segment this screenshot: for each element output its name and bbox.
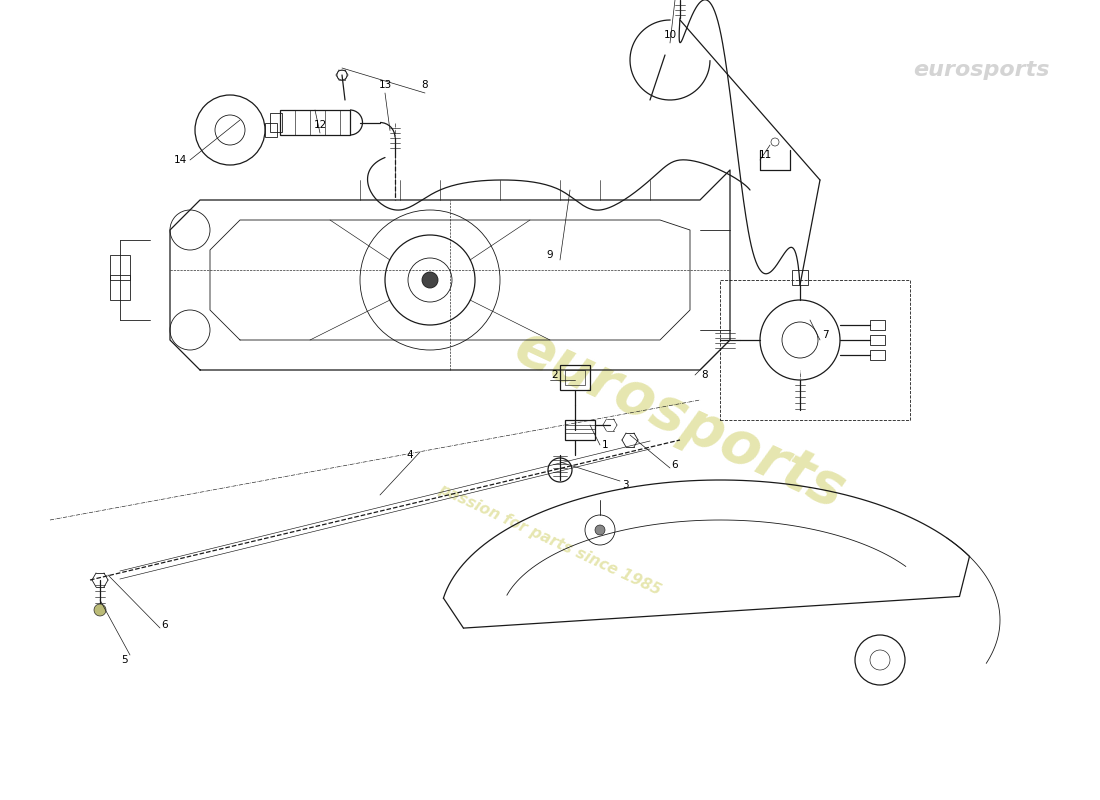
Text: 5: 5 [122, 655, 129, 665]
Text: 3: 3 [621, 480, 628, 490]
Bar [280, 110, 350, 135]
Text: 13: 13 [378, 80, 392, 90]
Circle shape [94, 604, 106, 616]
Bar [265, 123, 277, 137]
Bar [560, 365, 590, 390]
Bar [565, 370, 585, 385]
Circle shape [422, 272, 438, 288]
Bar [110, 255, 130, 280]
Text: 2: 2 [552, 370, 559, 380]
Text: 8: 8 [421, 80, 428, 90]
Text: 4: 4 [407, 450, 414, 460]
Bar [270, 113, 282, 132]
Text: 7: 7 [822, 330, 828, 340]
Bar [792, 270, 808, 285]
Text: 10: 10 [663, 30, 676, 40]
Bar [565, 420, 595, 440]
Text: 1: 1 [602, 440, 608, 450]
Text: 6: 6 [672, 460, 679, 470]
Text: 6: 6 [162, 620, 168, 630]
Bar [110, 275, 130, 300]
Text: 11: 11 [758, 150, 771, 160]
Text: passion for parts since 1985: passion for parts since 1985 [437, 482, 663, 598]
Text: 8: 8 [702, 370, 708, 380]
Text: 14: 14 [174, 155, 187, 165]
Text: eurosports: eurosports [506, 318, 855, 522]
Text: 12: 12 [314, 120, 327, 130]
Bar [870, 350, 886, 360]
Bar [870, 320, 886, 330]
Text: 9: 9 [547, 250, 553, 260]
Text: eurosports: eurosports [913, 60, 1050, 80]
Bar [870, 335, 886, 345]
Circle shape [595, 525, 605, 535]
